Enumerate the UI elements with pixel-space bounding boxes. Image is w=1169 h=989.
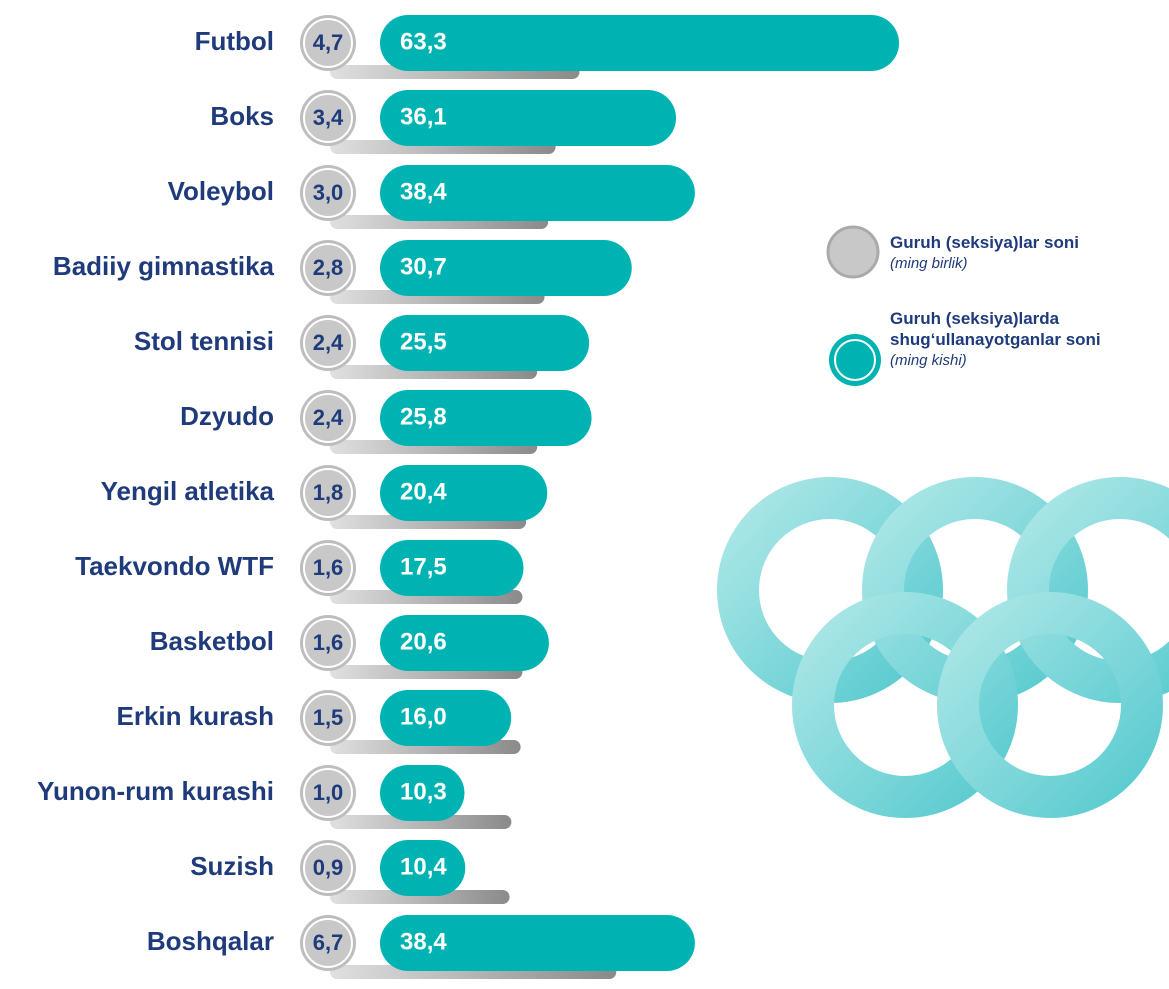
category-label: Yengil atletika [101,476,275,506]
participants-value-label: 25,8 [400,403,447,430]
groups-value-label: 4,7 [313,30,344,55]
participants-value-label: 25,5 [400,328,447,355]
groups-value-label: 1,5 [313,705,344,730]
category-label: Taekvondo WTF [75,551,274,581]
groups-value-label: 1,8 [313,480,344,505]
category-label: Boshqalar [147,926,274,956]
legend-label: Guruh (seksiya)larda shug‘ullanayotganla… [890,309,1101,349]
groups-value-label: 3,4 [313,105,344,130]
participants-value-label: 16,0 [400,703,447,730]
legend-swatch-participants [829,334,881,386]
groups-value-label: 3,0 [313,180,344,205]
participants-value-label: 17,5 [400,553,447,580]
participants-bar [380,15,899,71]
participants-value-label: 30,7 [400,253,447,280]
category-label: Boks [210,101,274,131]
category-label: Voleybol [168,176,274,206]
participants-value-label: 20,6 [400,628,447,655]
category-label: Suzish [190,851,274,881]
participants-value-label: 10,3 [400,778,447,805]
groups-value-label: 2,8 [313,255,344,280]
category-label: Basketbol [150,626,274,656]
page: Futbol 4,7 63,3 Boks 3,4 36,1 Voleybol 3,0 38,4 B… [0,0,1169,989]
participants-value-label: 38,4 [400,928,447,955]
groups-value-label: 1,0 [313,780,344,805]
legend-unit: (ming kishi) [890,350,1166,371]
participants-value-label: 38,4 [400,178,447,205]
category-label: Erkin kurash [116,701,274,731]
legend-entry: Guruh (seksiya)larda shug‘ullanayotganla… [890,308,1166,371]
participants-value-label: 63,3 [400,28,447,55]
category-label: Dzyudo [180,401,274,431]
category-label: Futbol [195,26,274,56]
category-label: Stol tennisi [134,326,274,356]
legend-unit: (ming birlik) [890,253,1166,274]
groups-value-label: 2,4 [313,405,344,430]
groups-value-label: 1,6 [313,555,344,580]
category-label: Yunon-rum kurashi [37,776,274,806]
groups-value-label: 0,9 [313,855,344,880]
groups-value-label: 2,4 [313,330,344,355]
legend-swatches [828,227,881,386]
participants-value-label: 10,4 [400,853,447,880]
legend-swatch-groups [828,227,878,277]
category-label: Badiiy gimnastika [53,251,275,281]
participants-value-label: 36,1 [400,103,447,130]
legend-entry: Guruh (seksiya)lar soni (ming birlik) [890,232,1166,274]
olympic-rings [738,498,1169,797]
legend-label: Guruh (seksiya)lar soni [890,233,1079,252]
chart: Futbol 4,7 63,3 Boks 3,4 36,1 Voleybol 3,0 38,4 B… [0,0,1169,989]
participants-value-label: 20,4 [400,478,447,505]
groups-value-label: 6,7 [313,930,344,955]
groups-value-label: 1,6 [313,630,344,655]
